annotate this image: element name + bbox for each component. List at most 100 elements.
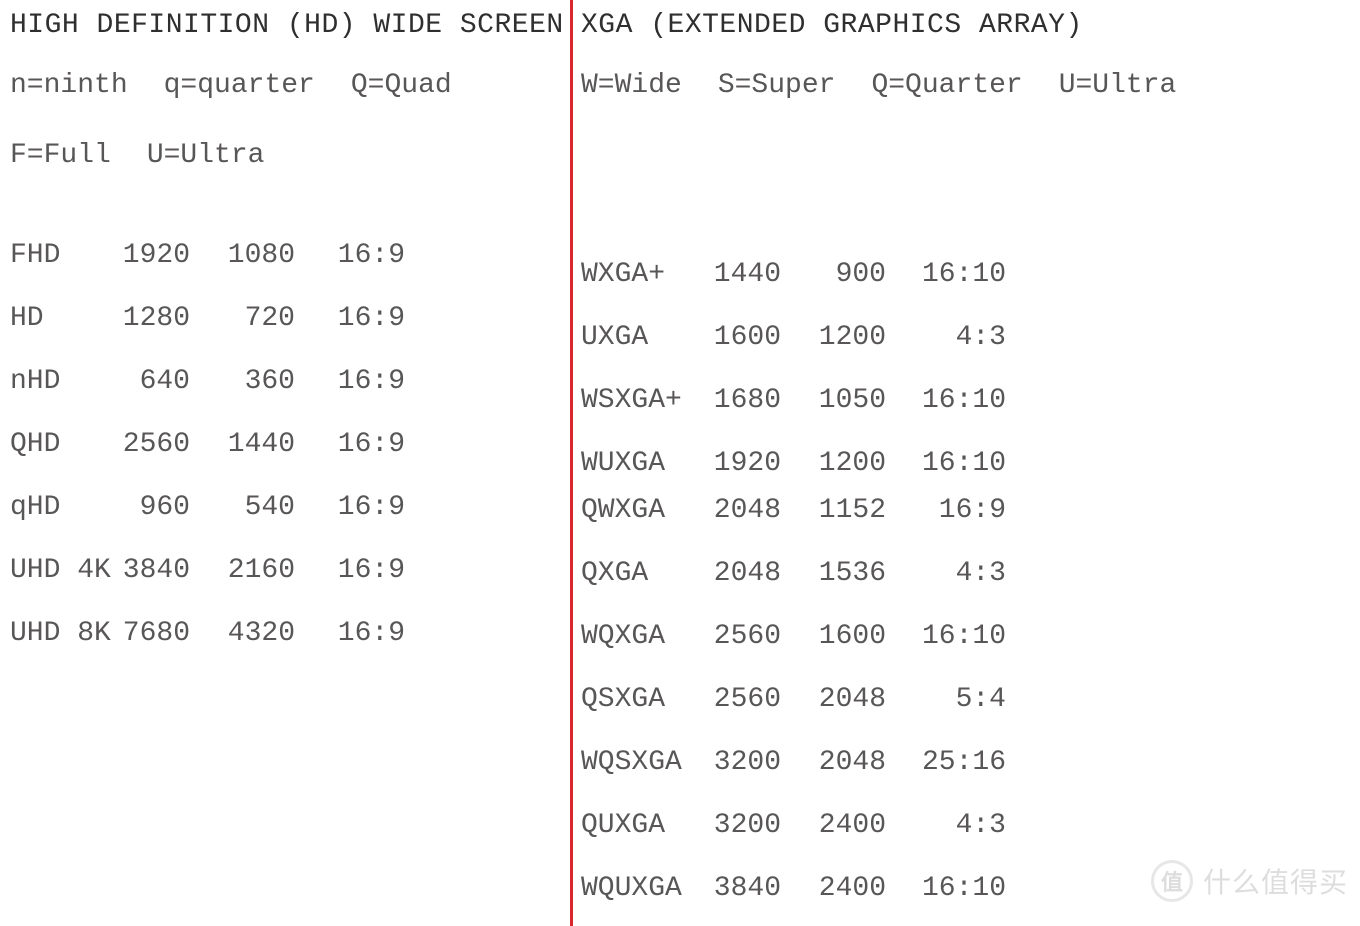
res-width: 1920	[100, 240, 190, 271]
res-width: 640	[100, 366, 190, 397]
res-width: 3840	[100, 555, 190, 586]
res-aspect: 16:10	[886, 621, 1006, 652]
res-height: 2048	[781, 684, 886, 715]
res-height: 1152	[781, 495, 886, 526]
xga-legend: W=Wide S=Super Q=Quarter U=Ultra	[581, 69, 1360, 103]
res-name: QUXGA	[581, 810, 696, 841]
xga-table: WXGA+144090016:10UXGA160012004:3WSXGA+16…	[581, 259, 1360, 904]
res-width: 7680	[100, 618, 190, 649]
res-width: 2560	[696, 684, 781, 715]
res-aspect: 16:10	[886, 259, 1006, 290]
res-height: 540	[190, 492, 295, 523]
res-name: WQUXGA	[581, 873, 696, 904]
res-width: 2048	[696, 495, 781, 526]
main-container: HIGH DEFINITION (HD) WIDE SCREEN n=ninth…	[0, 0, 1360, 926]
res-height: 2160	[190, 555, 295, 586]
table-row: QUXGA320024004:3	[581, 810, 1360, 841]
legend-row: n=ninth q=quarter Q=Quad	[10, 69, 570, 103]
table-row: WUXGA1920120016:10	[581, 448, 1360, 479]
res-width: 1920	[696, 448, 781, 479]
res-aspect: 16:10	[886, 873, 1006, 904]
table-row: HD128072016:9	[10, 303, 570, 334]
res-height: 900	[781, 259, 886, 290]
res-height: 1536	[781, 558, 886, 589]
legend-item: q=quarter	[164, 69, 315, 103]
res-aspect: 16:9	[295, 366, 405, 397]
watermark-text: 什么值得买	[1203, 861, 1348, 901]
table-row: QSXGA256020485:4	[581, 684, 1360, 715]
res-name: QWXGA	[581, 495, 696, 526]
res-height: 1600	[781, 621, 886, 652]
res-width: 2560	[696, 621, 781, 652]
legend-row: F=FullU=Ultra	[10, 139, 570, 173]
res-height: 2400	[781, 810, 886, 841]
legend-item: U=Ultra	[1059, 69, 1177, 103]
hd-title: HIGH DEFINITION (HD) WIDE SCREEN	[10, 10, 570, 41]
table-row: WXGA+144090016:10	[581, 259, 1360, 290]
watermark: 值 什么值得买	[1151, 860, 1348, 902]
res-height: 360	[190, 366, 295, 397]
res-name: WXGA+	[581, 259, 696, 290]
legend-item: S=Super	[718, 69, 836, 103]
res-width: 3200	[696, 810, 781, 841]
legend-spacer	[581, 139, 1360, 199]
xga-title: XGA (EXTENDED GRAPHICS ARRAY)	[581, 10, 1360, 41]
res-aspect: 16:9	[295, 618, 405, 649]
res-name: WSXGA+	[581, 385, 696, 416]
res-height: 4320	[190, 618, 295, 649]
hd-legend: n=ninth q=quarter Q=Quad F=FullU=Ultra	[10, 69, 570, 172]
res-aspect: 16:10	[886, 448, 1006, 479]
res-width: 2048	[696, 558, 781, 589]
table-row: nHD64036016:9	[10, 366, 570, 397]
res-name: qHD	[10, 492, 100, 523]
res-aspect: 16:9	[295, 240, 405, 271]
table-row: QXGA204815364:3	[581, 558, 1360, 589]
res-aspect: 25:16	[886, 747, 1006, 778]
res-aspect: 16:10	[886, 385, 1006, 416]
res-name: FHD	[10, 240, 100, 271]
res-aspect: 16:9	[295, 429, 405, 460]
res-width: 1440	[696, 259, 781, 290]
legend-item: W=Wide	[581, 69, 682, 103]
res-height: 1200	[781, 448, 886, 479]
res-name: QXGA	[581, 558, 696, 589]
watermark-badge-icon: 值	[1151, 860, 1193, 902]
table-row: WQXGA2560160016:10	[581, 621, 1360, 652]
table-row: FHD1920108016:9	[10, 240, 570, 271]
hd-table: FHD1920108016:9HD128072016:9nHD64036016:…	[10, 240, 570, 649]
res-aspect: 4:3	[886, 558, 1006, 589]
res-aspect: 5:4	[886, 684, 1006, 715]
res-width: 1280	[100, 303, 190, 334]
res-aspect: 4:3	[886, 322, 1006, 353]
res-name: WQSXGA	[581, 747, 696, 778]
res-aspect: 16:9	[295, 492, 405, 523]
table-row: QHD2560144016:9	[10, 429, 570, 460]
res-name: QSXGA	[581, 684, 696, 715]
res-width: 3840	[696, 873, 781, 904]
res-name: nHD	[10, 366, 100, 397]
res-name: UXGA	[581, 322, 696, 353]
res-height: 1080	[190, 240, 295, 271]
table-row: qHD96054016:9	[10, 492, 570, 523]
res-name: UHD 4K	[10, 555, 100, 586]
res-width: 2560	[100, 429, 190, 460]
res-height: 720	[190, 303, 295, 334]
legend-item: U=Ultra	[147, 139, 265, 173]
res-aspect: 16:9	[886, 495, 1006, 526]
table-row: UHD 4K3840216016:9	[10, 555, 570, 586]
table-row: WSXGA+1680105016:10	[581, 385, 1360, 416]
res-aspect: 16:9	[295, 555, 405, 586]
legend-item: n=ninth	[10, 69, 128, 103]
res-height: 1050	[781, 385, 886, 416]
table-row: QWXGA2048115216:9	[581, 495, 1360, 526]
res-name: UHD 8K	[10, 618, 100, 649]
res-width: 1600	[696, 322, 781, 353]
res-height: 2400	[781, 873, 886, 904]
table-row: UXGA160012004:3	[581, 322, 1360, 353]
hd-panel: HIGH DEFINITION (HD) WIDE SCREEN n=ninth…	[0, 0, 570, 926]
res-aspect: 16:9	[295, 303, 405, 334]
legend-item: Q=Quad	[351, 69, 452, 103]
legend-item: Q=Quarter	[871, 69, 1022, 103]
res-aspect: 4:3	[886, 810, 1006, 841]
table-row: UHD 8K7680432016:9	[10, 618, 570, 649]
